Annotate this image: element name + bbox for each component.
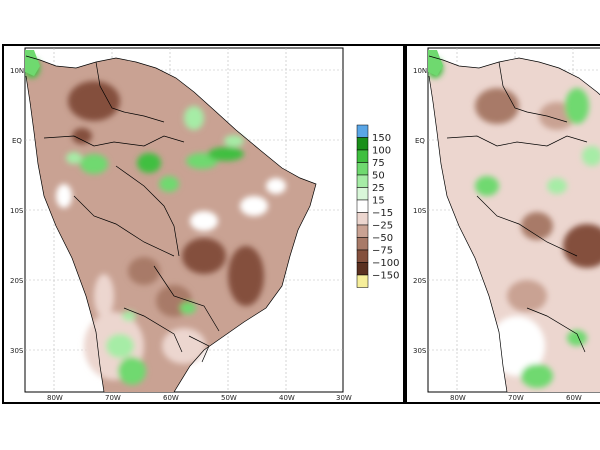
lon-label: 70W — [508, 394, 524, 402]
colorbar-swatch — [356, 187, 369, 201]
colorbar-label: 75 — [372, 158, 385, 169]
colorbar-swatch — [356, 237, 369, 251]
lat-label: 30S — [413, 347, 427, 355]
colorbar-label: 15 — [372, 196, 385, 207]
anomaly-field — [428, 58, 600, 388]
anomaly-field — [25, 58, 286, 385]
lon-label: 80W — [450, 394, 466, 402]
lat-label: 10N — [413, 67, 427, 75]
colorbar-swatch — [356, 274, 369, 288]
right-map-svg: 10N EQ 10S 20S 30S 80W 70W 60W — [413, 47, 600, 402]
colorbar-label: −75 — [372, 246, 393, 257]
colorbar-label: −25 — [372, 221, 393, 232]
lat-label: 10N — [10, 67, 24, 75]
left-map-svg: 10N EQ 10S 20S 30S 80W 70W 60W 50W 40W 3… — [10, 47, 399, 402]
colorbar-label: −15 — [372, 208, 393, 219]
colorbar-label: 25 — [372, 183, 385, 194]
south-america-land — [429, 56, 600, 392]
right-map-panel: 10N EQ 10S 20S 30S 80W 70W 60W — [405, 44, 600, 404]
colorbar-swatch — [356, 262, 369, 276]
colorbar-label: 100 — [372, 146, 391, 157]
colorbar-swatch — [356, 124, 369, 138]
lat-label: EQ — [415, 137, 425, 145]
lon-label: 30W — [336, 394, 352, 402]
lat-label: 30S — [10, 347, 24, 355]
colorbar-swatch — [356, 149, 369, 163]
colorbar-swatch — [356, 162, 369, 176]
country-borders — [428, 55, 600, 392]
colorbar-label: 50 — [372, 171, 385, 182]
colorbar-label: 150 — [372, 133, 391, 144]
lon-label: 50W — [221, 394, 237, 402]
colorbar-swatch — [356, 224, 369, 238]
lat-label: EQ — [12, 137, 22, 145]
country-borders — [25, 55, 317, 392]
left-map-panel: 10N EQ 10S 20S 30S 80W 70W 60W 50W 40W 3… — [2, 44, 405, 404]
lon-label: 80W — [47, 394, 63, 402]
lat-label: 10S — [413, 207, 427, 215]
lat-label: 20S — [413, 277, 427, 285]
colorbar-swatch — [356, 174, 369, 188]
colorbar-label: −100 — [372, 258, 399, 269]
lon-label: 60W — [163, 394, 179, 402]
colorbar-swatch — [356, 137, 369, 151]
lon-label: 70W — [105, 394, 121, 402]
colorbar-label: −150 — [372, 271, 399, 282]
colorbar-swatch — [356, 249, 369, 263]
colorbar-label: −50 — [372, 233, 393, 244]
colorbar-swatch — [356, 199, 369, 213]
lon-label: 40W — [279, 394, 295, 402]
lat-label: 10S — [10, 207, 24, 215]
colorbar-swatch — [356, 212, 369, 226]
lon-label: 60W — [566, 394, 582, 402]
lat-label: 20S — [10, 277, 24, 285]
